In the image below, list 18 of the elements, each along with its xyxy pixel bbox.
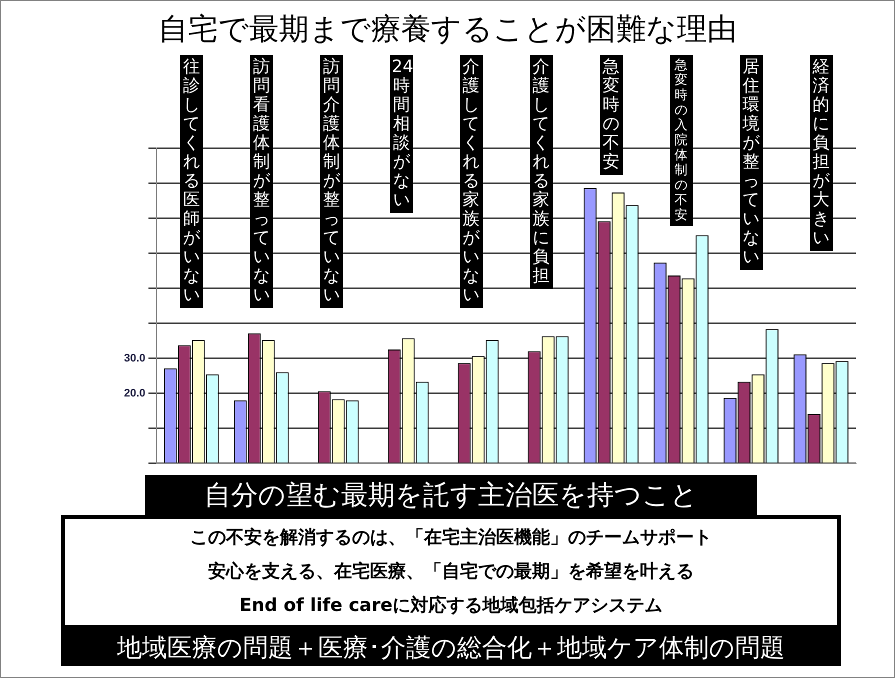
category-label: 急変時の入院体制の不安 [674,58,688,223]
category-label: 居住環境が整っていない [742,57,760,267]
category-label: 経済的に負担が大きい [812,57,830,248]
category-label: 訪問看護体制が整っていない [252,57,270,305]
category-label: 介護してくれる家族に負担 [532,57,550,286]
text: End of life careに対応する地域包括ケアシステム [238,594,664,618]
text: 安心を支える、在宅医療、「自宅での最期」を希望を叶える [207,560,695,584]
category-label: 往診してくれる医師がいない [182,57,200,305]
y-tick-label: 30.0 [124,352,146,364]
x-tick-label: 急変時の不安 [602,57,621,172]
chart-title: 自宅で最期まで療養することが困難な理由 [157,11,738,49]
text: この不安を解消するのは、「在宅主治医機能」のチームサポート [189,526,713,550]
category-label: 介護してくれる家族がいない [462,57,480,305]
x-tick-label: 24時間相談がない [392,57,414,210]
text: 自分の望む最期を託す主治医を持つこと [145,475,757,515]
y-tick-label: 20.0 [124,387,146,400]
category-label: 訪問介護体制が整っていない [322,57,340,305]
text: 地域医療の問題＋医療･介護の総合化＋地域ケア体制の問題 [61,629,841,666]
